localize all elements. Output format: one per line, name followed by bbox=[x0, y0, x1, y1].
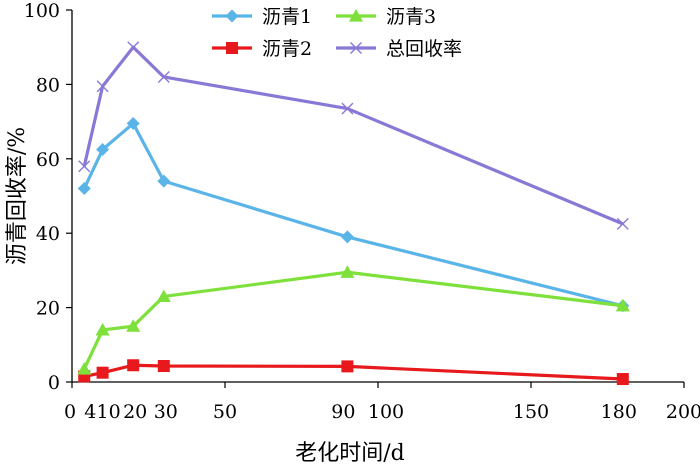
data-point bbox=[157, 360, 170, 373]
legend-item: 沥青1 bbox=[212, 6, 312, 28]
data-point-stroke bbox=[157, 70, 170, 83]
legend-label: 沥青2 bbox=[262, 38, 312, 60]
x-axis-title: 老化时间/d bbox=[295, 441, 405, 466]
legend: 沥青1 沥青3 沥青2 总回收率 bbox=[212, 6, 462, 60]
data-point bbox=[350, 42, 362, 54]
x-tick-label: 180 bbox=[601, 401, 637, 423]
y-tick-label: 0 bbox=[48, 372, 60, 394]
data-point bbox=[157, 174, 171, 188]
legend-label: 沥青1 bbox=[262, 6, 312, 28]
series-3 bbox=[77, 265, 630, 375]
data-point bbox=[95, 322, 110, 336]
legend-item: 沥青3 bbox=[336, 6, 436, 28]
data-point-stroke bbox=[350, 42, 362, 54]
x-tick-label: 100 bbox=[368, 401, 404, 423]
data-point bbox=[126, 116, 140, 130]
y-tick-label: 60 bbox=[36, 149, 60, 171]
data-point-stroke bbox=[96, 80, 109, 93]
series-2 bbox=[78, 359, 629, 386]
data-point bbox=[616, 217, 629, 230]
data-point bbox=[615, 298, 630, 312]
data-point bbox=[126, 319, 141, 332]
data-point bbox=[341, 102, 354, 115]
data-point-stroke bbox=[127, 41, 140, 54]
x-tick-label: 10 bbox=[97, 401, 121, 423]
data-point-stroke bbox=[341, 102, 354, 115]
y-tick-label: 20 bbox=[36, 298, 60, 320]
y-axis-title: 沥青回收率/% bbox=[5, 127, 30, 265]
data-point bbox=[96, 366, 109, 379]
legend-item: 沥青2 bbox=[212, 38, 312, 60]
x-tick-label: 30 bbox=[154, 401, 178, 423]
data-point bbox=[340, 265, 355, 278]
data-point bbox=[96, 143, 110, 156]
series-4 bbox=[78, 41, 629, 230]
legend-label: 沥青3 bbox=[386, 6, 436, 28]
data-point bbox=[96, 80, 109, 93]
x-tick-label: 150 bbox=[513, 401, 549, 423]
y-tick-label: 40 bbox=[36, 223, 60, 245]
series-layer bbox=[77, 41, 630, 386]
data-point bbox=[77, 182, 91, 196]
data-point bbox=[127, 41, 140, 54]
series-line bbox=[82, 270, 623, 370]
data-point bbox=[157, 70, 170, 83]
data-point bbox=[226, 42, 238, 54]
x-tick-label: 4 bbox=[84, 401, 96, 423]
legend-label: 总回收率 bbox=[386, 38, 462, 60]
x-tick-label: 200 bbox=[666, 401, 700, 423]
series-line bbox=[82, 121, 624, 308]
data-point bbox=[78, 160, 91, 173]
x-tick-label: 50 bbox=[213, 401, 237, 423]
data-point bbox=[156, 289, 171, 303]
series-1 bbox=[77, 116, 630, 313]
x-tick-label: 0 bbox=[64, 401, 76, 423]
y-tick-label: 80 bbox=[36, 74, 60, 96]
data-point bbox=[341, 360, 354, 373]
y-tick-label: 100 bbox=[24, 0, 60, 22]
x-tick-label: 20 bbox=[123, 401, 147, 423]
legend-item: 总回收率 bbox=[336, 38, 462, 60]
data-point bbox=[77, 361, 92, 375]
data-point-stroke bbox=[78, 160, 91, 173]
data-point bbox=[616, 373, 629, 386]
data-point bbox=[340, 230, 354, 244]
data-point bbox=[225, 9, 239, 23]
data-point bbox=[127, 359, 140, 372]
data-point-stroke bbox=[616, 217, 629, 230]
x-tick-label: 90 bbox=[331, 401, 355, 423]
series-line bbox=[82, 45, 624, 226]
data-point bbox=[349, 9, 363, 22]
